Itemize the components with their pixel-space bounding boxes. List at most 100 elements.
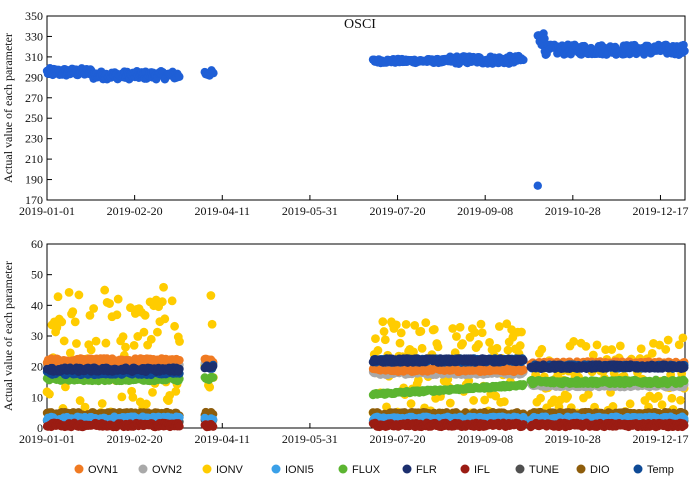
parameters-y-tick-label: 10	[31, 390, 43, 404]
point-ioni5	[519, 412, 528, 422]
point-ionv	[592, 340, 602, 350]
point-ionv	[480, 395, 490, 405]
osci-x-tick-label: 2019-07-20	[370, 204, 426, 218]
point-flr	[208, 362, 218, 371]
point-ionv	[477, 328, 487, 338]
point-ionv	[416, 326, 426, 336]
legend-label-ifl: IFL	[474, 464, 490, 476]
point-ionv	[91, 336, 101, 346]
legend-marker-temp	[633, 464, 643, 474]
parameters-x-tick-label: 2019-09-08	[457, 432, 513, 446]
point-ionv	[139, 327, 149, 337]
point-ionv	[601, 345, 611, 355]
point-ionv	[655, 340, 664, 350]
point-ionv	[448, 324, 458, 333]
point-ionv	[159, 282, 168, 292]
legend-marker-ovn1	[74, 464, 84, 474]
legend-marker-dio	[576, 464, 586, 474]
point-ionv	[97, 399, 107, 408]
point-ionv	[45, 389, 54, 399]
point-ionv	[100, 285, 110, 295]
point-ionv	[72, 339, 81, 348]
point-ifl	[175, 422, 184, 431]
osci-x-tick-label: 2019-10-28	[545, 204, 601, 218]
point-ionv	[469, 396, 479, 405]
point-ionv	[57, 317, 67, 327]
point-ionv	[410, 320, 420, 330]
point-flr	[175, 364, 184, 374]
point-ionv	[455, 322, 465, 332]
point-ionv	[414, 375, 423, 385]
osci-x-tick-label: 2019-12-17	[632, 204, 688, 218]
point-ovn1	[175, 355, 184, 365]
point-ionv	[118, 332, 128, 342]
point-ionv	[445, 398, 455, 408]
parameters-chart: Actual value of each parameter 010203040…	[1, 237, 689, 446]
point-ionv	[112, 310, 122, 320]
osci-y-tick-label: 350	[25, 9, 43, 23]
point-ionv	[584, 389, 593, 399]
point-ionv	[406, 399, 416, 409]
osci-x-tick-label: 2019-04-11	[195, 204, 251, 218]
point-ionv	[409, 347, 418, 357]
osci-y-axis-title: Actual value of each parameter	[1, 33, 15, 183]
point-ionv	[502, 319, 512, 329]
point-ionv	[105, 299, 114, 308]
legend-marker-ionv	[202, 464, 212, 474]
legend-marker-tune	[515, 464, 525, 474]
point-ionv	[503, 345, 513, 355]
parameters-x-tick-label: 2019-10-28	[545, 432, 601, 446]
osci-x-tick-label: 2019-02-20	[107, 204, 163, 218]
point-ionv	[515, 341, 525, 350]
parameters-x-tick-label: 2019-04-11	[195, 432, 251, 446]
parameters-y-tick-label: 40	[31, 298, 43, 312]
osci-outlier-point	[533, 181, 542, 190]
point-ionv	[657, 400, 667, 410]
point-ifl	[208, 422, 218, 431]
point-ionv	[64, 287, 74, 297]
point-ionv	[128, 393, 138, 402]
osci-chart: OSCI Actual value of each parameter 1701…	[1, 9, 689, 218]
point-ionv	[421, 318, 431, 328]
legend-label-flr: FLR	[416, 464, 437, 476]
osci-point	[680, 46, 689, 56]
point-ionv	[86, 345, 96, 355]
point-ionv	[378, 317, 388, 327]
point-ionv	[661, 345, 671, 354]
legend-label-ioni5: IONI5	[285, 464, 314, 476]
point-ionv	[175, 337, 184, 346]
point-ionv	[101, 338, 111, 348]
osci-y-tick-label: 190	[25, 173, 43, 187]
point-ionv	[470, 328, 480, 337]
point-ionv	[499, 397, 509, 406]
point-ionv	[429, 324, 439, 334]
parameters-x-tick-label: 2019-05-31	[282, 432, 338, 446]
point-ionv	[537, 344, 547, 354]
point-ionv	[148, 387, 157, 397]
point-ionv	[170, 321, 180, 331]
point-ionv	[674, 340, 684, 350]
osci-y-tick-label: 170	[25, 193, 43, 207]
parameters-y-tick-label: 50	[31, 268, 43, 282]
point-ionv	[371, 334, 380, 344]
point-ionv	[379, 327, 389, 336]
legend-label-ovn1: OVN1	[88, 464, 118, 476]
legend-label-flux: FLUX	[352, 464, 381, 476]
point-ionv	[491, 391, 501, 401]
point-ionv	[667, 393, 677, 403]
point-flr	[519, 355, 528, 365]
point-ionv	[676, 395, 685, 405]
point-ionv	[207, 319, 217, 329]
osci-y-tick-label: 310	[25, 50, 43, 64]
point-ionv	[59, 336, 69, 346]
osci-data-points	[42, 29, 689, 190]
legend-marker-ifl	[460, 464, 470, 474]
point-ionv	[494, 322, 504, 331]
point-ionv	[140, 310, 150, 320]
point-ionv	[80, 402, 90, 412]
point-ionv	[653, 391, 663, 401]
point-ionv	[452, 332, 461, 341]
point-ionv	[536, 393, 545, 403]
osci-point	[175, 72, 184, 81]
